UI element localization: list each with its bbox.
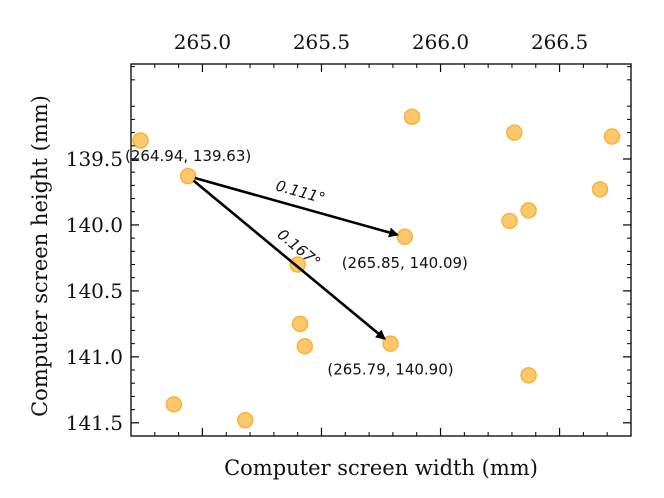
y-tick-label: 139.5 (66, 147, 123, 171)
y-tick-label: 141.0 (66, 345, 123, 369)
scatter-point (132, 132, 149, 149)
scatter-point (591, 181, 609, 198)
point-annotation: (265.85, 140.09) (342, 254, 468, 272)
scatter-point (501, 212, 518, 230)
scatter-point (291, 315, 309, 333)
scatter-point (165, 396, 183, 413)
y-tick-label: 140.0 (66, 213, 123, 237)
scatter-point (520, 367, 537, 384)
scatter-point (296, 338, 314, 355)
scatter-point (506, 124, 523, 141)
scatter-point (382, 335, 399, 352)
vector-arrow (194, 176, 400, 238)
scatter-point (403, 108, 421, 126)
y-axis-label: Computer screen height (mm) (28, 95, 52, 417)
scatter-point (603, 128, 621, 145)
point-annotation: (264.94, 139.63) (125, 147, 251, 165)
axes: 265.0 265.5 266.0 266.5 139.5 140.0 140.5 141.0… (66, 30, 632, 437)
plot-frame (130, 63, 632, 437)
plot-marks: 0.111°0.167°(264.94, 139.63)(265.85, 140… (125, 108, 621, 429)
x-tick-label: 266.0 (412, 30, 469, 54)
scatter-point (520, 202, 537, 219)
x-tick-label: 265.0 (174, 30, 231, 54)
scatter-point (179, 167, 197, 185)
y-tick-label: 140.5 (66, 279, 123, 303)
x-tick-label: 265.5 (293, 30, 350, 54)
x-axis-label: Computer screen width (mm) (224, 456, 538, 480)
scatter-point (396, 228, 414, 246)
point-annotation: (265.79, 140.90) (327, 361, 453, 379)
scatter-point (237, 411, 254, 429)
vector-arrow (192, 179, 386, 340)
y-tick-label: 141.5 (66, 411, 123, 435)
x-tick-label: 266.5 (531, 30, 588, 54)
